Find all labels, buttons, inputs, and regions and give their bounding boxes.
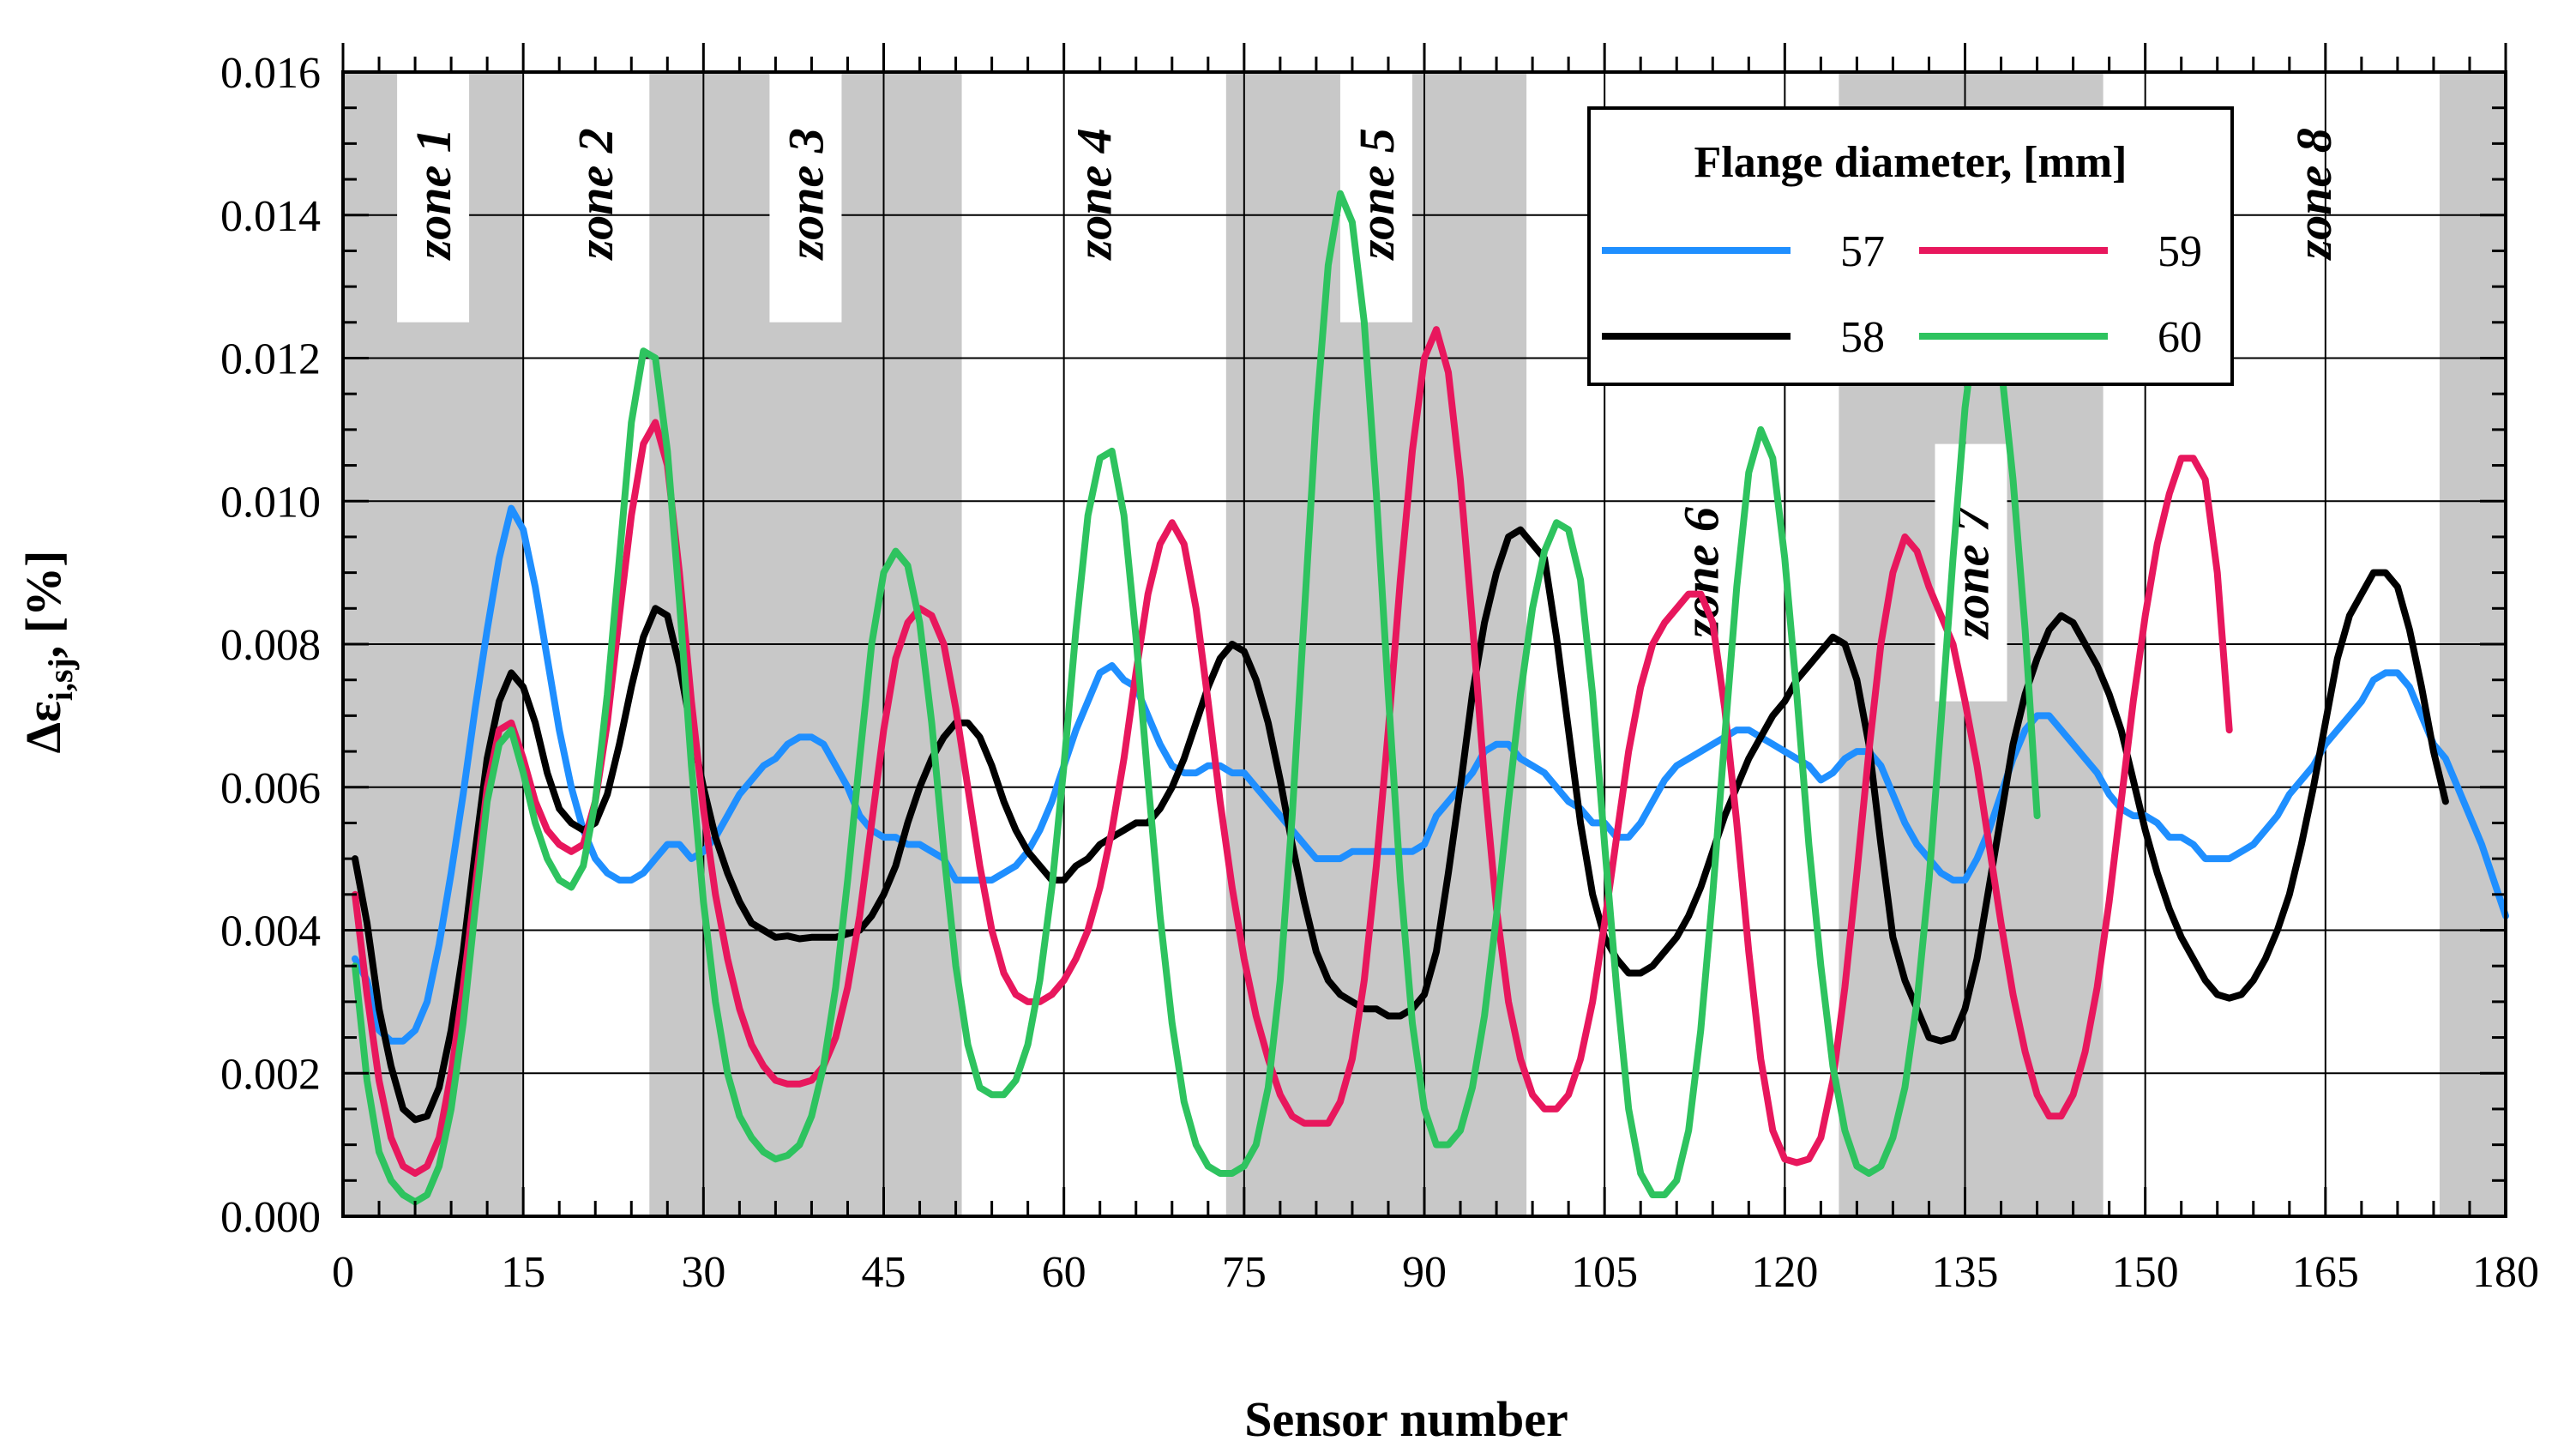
y-axis-title-main: Δε (15, 701, 71, 753)
zone-label-box-5 (1339, 64, 1412, 323)
series-line-60 (352, 190, 2041, 1206)
x-tick-label-45: 45 (862, 1248, 906, 1297)
zone-labels: zone 1 zone 2 zone 3 zone 4 zone 5 zone 6 zone… (397, 64, 2342, 702)
data-series (352, 190, 2509, 1206)
y-axis-title-tail: , [%] (15, 551, 71, 659)
y-tick-label-2: 0.004 (220, 907, 321, 956)
legend-label-59: 59 (2158, 227, 2202, 276)
axes (341, 43, 2507, 1218)
y-tick-label-0: 0.000 (220, 1193, 321, 1242)
y-tick-label-1: 0.002 (220, 1050, 321, 1099)
x-tick-label-165: 165 (2292, 1248, 2359, 1297)
y-tick-label-8: 0.016 (220, 49, 321, 98)
y-tick-label-6: 0.012 (220, 335, 321, 384)
x-axis-title: Sensor number (1244, 1391, 1568, 1447)
zone-label-box-3 (769, 64, 842, 323)
legend-label-57: 57 (1840, 227, 1885, 276)
zone-label-box-1 (397, 64, 470, 323)
x-tick-label-120: 120 (1751, 1248, 1818, 1297)
zone-label-2: zone 2 (568, 128, 623, 261)
y-axis-title-sub: i,sj (41, 658, 80, 701)
zone-label-6: zone 6 (1673, 507, 1729, 640)
legend-title: Flange diameter, [mm] (1694, 138, 2128, 187)
x-tick-label-180: 180 (2472, 1248, 2539, 1297)
zone-label-3: zone 3 (778, 128, 834, 261)
tick-labels: 0 15 30 45 60 75 90 105 120 135 150 165 180 0.000 0.00… (220, 49, 2539, 1297)
y-tick-label-3: 0.006 (220, 764, 321, 813)
x-tick-label-135: 135 (1932, 1248, 1999, 1297)
y-tick-label-4: 0.008 (220, 621, 321, 670)
x-tick-label-90: 90 (1402, 1248, 1447, 1297)
x-tick-label-0: 0 (332, 1248, 354, 1297)
grid-lines (343, 72, 2506, 1216)
y-tick-label-7: 0.014 (220, 192, 321, 241)
zone-label-8: zone 8 (2286, 128, 2342, 261)
x-tick-label-30: 30 (681, 1248, 725, 1297)
legend: Flange diameter, [mm] 57 58 59 60 (1587, 106, 2234, 386)
x-tick-label-15: 15 (501, 1248, 545, 1297)
x-tick-label-105: 105 (1571, 1248, 1638, 1297)
zone-label-5: zone 5 (1349, 128, 1405, 261)
legend-items: 57 58 59 60 (1602, 227, 2202, 362)
zone-label-1: zone 1 (406, 128, 461, 261)
y-axis-title: Δεi,sj, [%] (15, 551, 80, 754)
y-tick-label-5: 0.010 (220, 478, 321, 527)
legend-label-60: 60 (2158, 313, 2202, 362)
x-tick-label-75: 75 (1222, 1248, 1267, 1297)
legend-label-58: 58 (1840, 313, 1885, 362)
x-tick-label-60: 60 (1042, 1248, 1086, 1297)
zone-label-4: zone 4 (1067, 128, 1122, 261)
x-tick-label-150: 150 (2112, 1248, 2179, 1297)
